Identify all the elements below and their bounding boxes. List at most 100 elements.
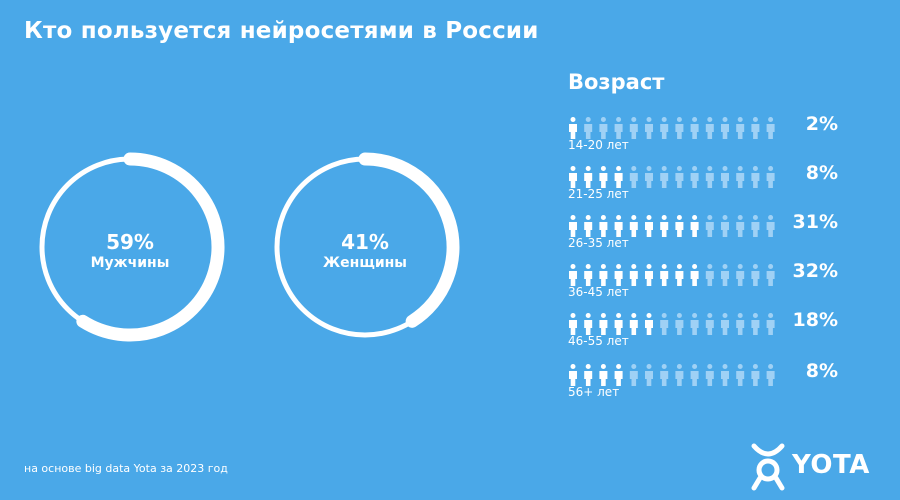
person-icon-empty [721, 264, 729, 286]
person-icon-empty [629, 166, 638, 188]
age-value-label: 8% [805, 162, 838, 184]
donut-name-women: Женщины [323, 255, 407, 271]
person-icon-empty [721, 313, 729, 335]
person-icon-empty [751, 313, 760, 335]
person-icon-empty [645, 364, 653, 386]
person-icon-empty [721, 215, 729, 237]
person-icon-empty [675, 364, 684, 386]
person-icon-empty [751, 215, 760, 237]
person-icons [569, 313, 775, 335]
person-icon-filled [599, 264, 608, 286]
age-range-label: 56+ лет [568, 385, 620, 399]
person-icon-filled [629, 264, 638, 286]
person-icon-filled [614, 264, 623, 286]
donut-slice-men [76, 152, 225, 342]
person-icon-empty [660, 313, 669, 335]
person-icon-empty [766, 117, 775, 139]
person-icon-empty [751, 117, 760, 139]
age-value-label: 8% [805, 360, 838, 382]
person-icon-empty [705, 215, 714, 237]
person-icons [569, 364, 775, 386]
person-icon-filled [660, 215, 669, 237]
person-icon-empty [675, 313, 684, 335]
person-icon-filled [690, 215, 699, 237]
yota-logo: YOTA [748, 440, 888, 492]
person-icon-empty [751, 264, 760, 286]
person-icon-empty [584, 117, 593, 139]
person-icon-empty [721, 117, 729, 139]
person-icon-filled [584, 215, 593, 237]
person-icon-filled [569, 166, 577, 188]
person-icon-empty [721, 166, 729, 188]
person-icon-empty [660, 166, 669, 188]
person-icon-empty [690, 166, 699, 188]
person-icon-empty [736, 364, 745, 386]
age-row: 14-20 лет 2% [568, 113, 838, 159]
age-row: 56+ лет 8% [568, 360, 838, 406]
person-icon-empty [690, 313, 699, 335]
age-chart-title: Возраст [568, 70, 665, 94]
page-title: Кто пользуется нейросетями в России [24, 18, 539, 44]
person-icon-empty [751, 166, 760, 188]
person-icons [569, 117, 775, 139]
person-icon-empty [705, 364, 714, 386]
person-icon-filled [614, 313, 623, 335]
age-range-label: 36-45 лет [568, 285, 629, 299]
person-icon-filled [614, 166, 623, 188]
yota-logo-text: YOTA [792, 450, 870, 480]
person-icons [569, 215, 775, 237]
person-icon-filled [660, 264, 669, 286]
person-icon-filled [569, 215, 577, 237]
person-icon-empty [766, 215, 775, 237]
person-icon-empty [736, 313, 745, 335]
person-icon-empty [705, 117, 714, 139]
person-icon-filled [614, 215, 623, 237]
person-icon-empty [660, 117, 669, 139]
person-icon-empty [721, 364, 729, 386]
person-icon-filled [584, 313, 593, 335]
person-icon-filled [599, 215, 608, 237]
person-icon-empty [705, 264, 714, 286]
person-icon-empty [614, 117, 623, 139]
donut-slice-women [358, 152, 460, 328]
person-icon-filled [645, 313, 653, 335]
person-icon-empty [705, 313, 714, 335]
age-value-label: 18% [792, 309, 838, 331]
person-icon-filled [569, 364, 577, 386]
donut-value-women: 41% [341, 230, 389, 254]
person-icon-filled [584, 264, 593, 286]
age-range-label: 14-20 лет [568, 138, 629, 152]
age-value-label: 31% [792, 211, 838, 233]
person-icon-filled [569, 313, 577, 335]
age-value-label: 32% [792, 260, 838, 282]
person-icon-filled [569, 264, 577, 286]
person-icon-empty [766, 313, 775, 335]
person-icon-empty [690, 117, 699, 139]
person-icon-empty [645, 166, 653, 188]
person-icon-filled [675, 264, 684, 286]
person-icon-empty [766, 364, 775, 386]
person-icon-filled [614, 364, 623, 386]
donut-name-men: Мужчины [90, 255, 170, 271]
donut-label-women: 41% Женщины [280, 230, 450, 271]
person-icon-empty [766, 166, 775, 188]
age-row: 26-35 лет 31% [568, 211, 838, 257]
person-icon-filled [599, 313, 608, 335]
person-icon-filled [599, 166, 608, 188]
person-icon-empty [599, 117, 608, 139]
person-icon-filled [569, 117, 577, 139]
person-icon-empty [645, 117, 653, 139]
age-row: 21-25 лет 8% [568, 162, 838, 208]
person-icon-empty [736, 166, 745, 188]
person-icon-empty [629, 364, 638, 386]
person-icon-filled [584, 166, 593, 188]
person-icon-filled [645, 264, 653, 286]
person-icon-empty [690, 364, 699, 386]
person-icon-empty [660, 364, 669, 386]
age-range-label: 21-25 лет [568, 187, 629, 201]
age-row: 46-55 лет 18% [568, 309, 838, 355]
person-icon-empty [751, 364, 760, 386]
person-icon-filled [584, 364, 593, 386]
person-icon-empty [705, 166, 714, 188]
age-row: 36-45 лет 32% [568, 260, 838, 306]
